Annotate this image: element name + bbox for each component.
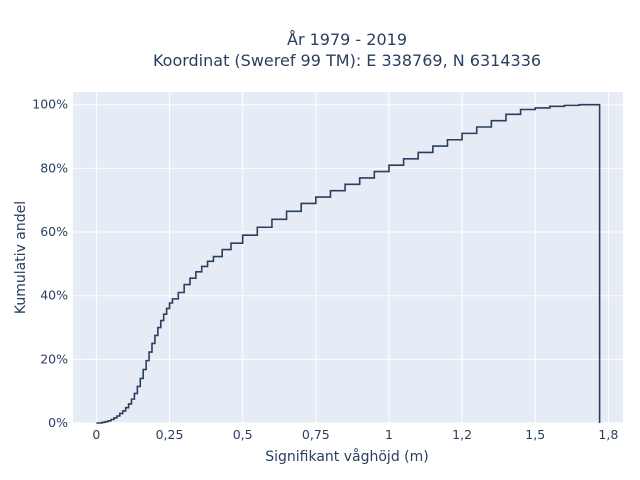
- x-tick-label: 1,2: [452, 427, 472, 442]
- series-group: [96, 103, 601, 424]
- chart-title-line1: År 1979 - 2019: [287, 30, 407, 49]
- y-tick-label: 40%: [40, 288, 68, 303]
- x-tick-label: 1,8: [598, 427, 618, 442]
- y-tick-label: 20%: [40, 351, 68, 366]
- cumulative-distribution-line: [96, 103, 601, 424]
- plot-area: [73, 92, 623, 423]
- x-tick-label: 0,5: [233, 427, 253, 442]
- x-tick-label: 0,25: [156, 427, 184, 442]
- y-axis-ticks: 0% 20% 40% 60% 80% 100%: [32, 97, 68, 430]
- y-tick-label: 100%: [32, 97, 68, 112]
- x-tick-label: 1: [385, 427, 393, 442]
- grid: [73, 92, 623, 424]
- y-tick-label: 60%: [40, 224, 68, 239]
- x-axis-ticks: 0 0,25 0,5 0,75 1 1,2 1,5 1,8: [92, 427, 618, 442]
- chart-title-line2: Koordinat (Sweref 99 TM): E 338769, N 63…: [153, 51, 541, 70]
- y-tick-label: 80%: [40, 160, 68, 175]
- x-tick-label: 0,75: [302, 427, 330, 442]
- x-tick-label: 0: [92, 427, 100, 442]
- y-tick-label: 0%: [48, 415, 68, 430]
- y-axis-title: Kumulativ andel: [13, 201, 29, 314]
- x-tick-label: 1,5: [525, 427, 545, 442]
- x-axis-title: Signifikant våghöjd (m): [265, 448, 428, 465]
